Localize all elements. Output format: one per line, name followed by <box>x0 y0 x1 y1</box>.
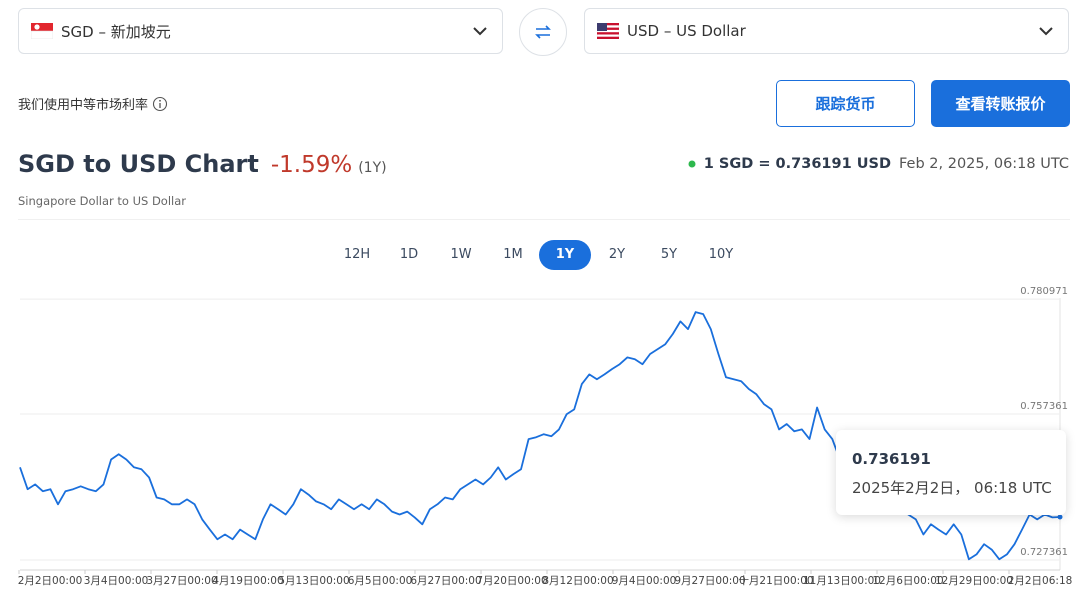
x-tick-label: 6月5日00:00 <box>348 575 413 587</box>
y-tick-label: 0.727361 <box>1020 547 1068 558</box>
swap-button[interactable] <box>519 8 567 56</box>
from-currency-select[interactable]: SGD – 新加坡元 <box>18 8 503 54</box>
range-tab[interactable]: 10Y <box>708 247 734 262</box>
swap-icon <box>535 25 551 39</box>
x-tick-label: 9月27日00:00 <box>674 575 745 587</box>
chart-subtitle: Singapore Dollar to US Dollar <box>18 194 187 208</box>
x-tick-label: 5月13日00:00 <box>278 575 349 587</box>
chart-heading: SGD to USD Chart -1.59% (1Y) <box>18 150 387 178</box>
range-tab[interactable]: 2Y <box>608 247 626 262</box>
y-tick-label: 0.757361 <box>1020 401 1068 412</box>
flag-sg <box>31 23 53 39</box>
change: -1.59% <box>270 152 353 178</box>
current-rate-text: 1 SGD = 0.736191 USD <box>703 156 891 172</box>
to-currency: USD – US Dollar <box>627 22 746 40</box>
range-tab[interactable]: 1W <box>450 247 472 262</box>
rate-note: 我们使用中等市场利率 <box>18 94 168 113</box>
from-currency: SGD – 新加坡元 <box>61 22 171 41</box>
x-tick-label: 2月2日06:18 <box>1008 575 1073 587</box>
range-tab[interactable]: 12H <box>343 247 371 262</box>
range-tab[interactable]: 1Y <box>539 240 591 270</box>
track-button[interactable]: 跟踪货币 <box>776 80 915 127</box>
chevron <box>1039 27 1053 36</box>
x-tick-label: 9月4日00:00 <box>612 575 677 587</box>
x-tick-label: 11月13日00:00 <box>803 575 881 587</box>
range-tabs: 12H 1D 1W 1M 1Y 2Y 5Y 10Y <box>331 240 747 270</box>
flag-us <box>597 23 619 39</box>
tooltip-value: 0.736191 <box>852 450 931 468</box>
x-tick-label: 8月12日00:00 <box>542 575 613 587</box>
x-tick-label: 6月27日00:00 <box>410 575 481 587</box>
x-tick-label: 7月20日00:00 <box>476 575 547 587</box>
x-tick-label: 2月2日00:00 <box>18 575 83 587</box>
x-tick-label: 3月4日00:00 <box>84 575 149 587</box>
x-tick-label: 12月6日00:00 <box>872 575 943 587</box>
x-tick-label: 12月29日00:00 <box>935 575 1013 587</box>
quote-button[interactable]: 查看转账报价 <box>931 80 1070 127</box>
live-dot <box>688 160 696 168</box>
tooltip: 0.736191 2025年2月2日， 06:18 UTC <box>836 430 1066 515</box>
divider <box>18 219 1070 220</box>
x-tick-label: 十月21日00:00 <box>738 574 813 587</box>
period: (1Y) <box>358 160 387 176</box>
last-point <box>1057 514 1063 520</box>
timestamp: Feb 2, 2025, 06:18 UTC <box>899 156 1069 172</box>
chevron <box>473 27 487 36</box>
x-tick-label: 4月19日00:00 <box>212 575 283 587</box>
info-icon[interactable] <box>152 96 168 112</box>
tooltip-date: 2025年2月2日， 06:18 UTC <box>852 479 1052 497</box>
chart-title: SGD to USD Chart <box>18 150 259 178</box>
rate-note-text: 我们使用中等市场利率 <box>18 98 149 113</box>
range-tab[interactable]: 1D <box>399 247 419 262</box>
current-rate: 1 SGD = 0.736191 USD Feb 2, 2025, 06:18 … <box>688 156 1069 172</box>
range-tab[interactable]: 5Y <box>660 247 678 262</box>
x-tick-label: 3月27日00:00 <box>146 575 217 587</box>
to-currency-select[interactable]: USD – US Dollar <box>584 8 1069 54</box>
range-tab[interactable]: 1M <box>503 247 523 262</box>
y-tick-label: 0.780971 <box>1020 286 1068 297</box>
